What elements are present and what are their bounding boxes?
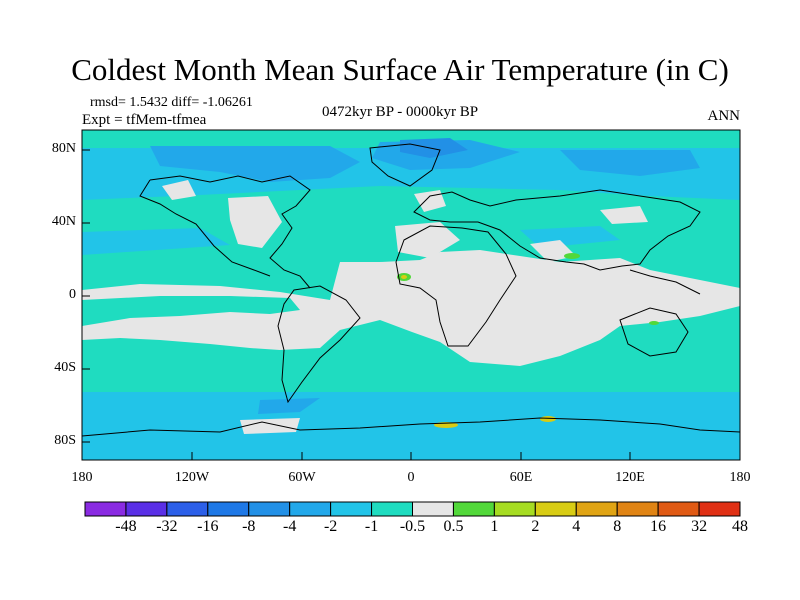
colorbar-swatch	[248, 501, 291, 517]
lon-label-180w: 180	[71, 470, 93, 485]
sahara-gray	[395, 222, 460, 258]
australia-coast	[619, 307, 689, 357]
drake-cold	[258, 398, 320, 414]
south-america-coast	[277, 285, 361, 404]
southern-cool-band	[82, 392, 740, 460]
colorbar-label: 2	[531, 518, 540, 535]
lon-label-0: 0	[407, 470, 415, 485]
colorbar-label: 1	[490, 518, 499, 535]
colorbar-label: -4	[283, 518, 297, 535]
lat-label-40n: 40N	[51, 214, 76, 229]
north-pacific-cool	[82, 228, 230, 255]
deep-cold-patch	[400, 138, 468, 158]
alaska-gray	[162, 180, 196, 200]
colorbar-swatch	[371, 501, 413, 517]
tropics-gray-band	[82, 250, 740, 366]
eurasia-coast	[413, 189, 701, 271]
colorbar-label: -1	[364, 518, 379, 535]
canada-arctic-cold	[150, 146, 360, 182]
lat-label-80s: 80S	[54, 433, 76, 448]
colorbar-label: -2	[323, 518, 338, 535]
colorbar-label: 8	[613, 518, 622, 535]
season-text: ANN	[707, 108, 741, 124]
lat-label-80n: 80N	[51, 141, 76, 156]
colorbar-swatch	[125, 501, 168, 517]
colorbar-swatch	[616, 501, 659, 517]
axis-ticks	[81, 149, 741, 460]
west-africa-warm-core	[401, 275, 407, 279]
china-gray	[600, 206, 648, 224]
colorbar-label: 48	[732, 518, 748, 535]
antarctic-warm-spot	[540, 416, 556, 422]
lon-label-120e: 120E	[615, 470, 645, 485]
lon-label-60e: 60E	[509, 470, 533, 485]
colorbar-swatch	[207, 501, 250, 517]
colorbar-swatch	[575, 501, 618, 517]
colorbar-label: -48	[115, 518, 137, 535]
lon-label-60w: 60W	[288, 470, 316, 485]
australia-warm-spot	[649, 321, 659, 325]
colorbar-swatch	[452, 501, 495, 517]
colorbar-label: -32	[156, 518, 178, 535]
colorbar-swatch	[166, 501, 209, 517]
greenland-coast	[369, 143, 441, 187]
experiment-text: Expt = tfMem-tfmea	[82, 112, 207, 128]
lat-label-0: 0	[69, 287, 76, 302]
colorbar-swatch	[84, 501, 127, 517]
colorbar-swatch	[289, 501, 332, 517]
map-field	[82, 130, 740, 460]
colorbar-label: -0.5	[399, 518, 426, 535]
period-text: 0472kyr BP - 0000kyr BP	[321, 104, 479, 120]
colorbar-swatch	[698, 501, 741, 517]
europe-gray	[414, 190, 446, 212]
colorbar	[84, 501, 741, 517]
north-america-west-coast	[139, 179, 271, 277]
colorbar-swatch	[534, 501, 577, 517]
africa-coast	[395, 225, 517, 347]
lat-label-40s: 40S	[54, 360, 76, 375]
colorbar-label: 0.5	[443, 518, 464, 535]
colorbar-label: 4	[572, 518, 581, 535]
siberia-cold	[560, 150, 700, 176]
maritime-continent-coast	[629, 269, 701, 295]
colorbar-label: -16	[197, 518, 219, 535]
colorbar-swatch	[657, 501, 700, 517]
chart-title: Coldest Month Mean Surface Air Temperatu…	[71, 52, 729, 87]
antarctica-coast	[82, 417, 740, 437]
himalaya-warm-spot	[564, 253, 580, 259]
coastlines	[82, 143, 740, 437]
colorbar-label: 16	[650, 518, 667, 535]
antarctic-peninsula-gray	[240, 418, 300, 434]
lon-label-180e: 180	[729, 470, 751, 485]
north-america-gray	[228, 196, 282, 248]
colorbar-swatch	[330, 501, 373, 517]
stats-text: rmsd= 1.5432 diff= -1.06261	[90, 95, 253, 110]
colorbar-label: 32	[691, 518, 708, 535]
colorbar-swatch	[493, 501, 536, 517]
north-america-coast	[149, 175, 311, 289]
lon-label-120w: 120W	[174, 470, 210, 485]
colorbar-label: -8	[242, 518, 256, 535]
colorbar-swatch	[412, 501, 454, 517]
